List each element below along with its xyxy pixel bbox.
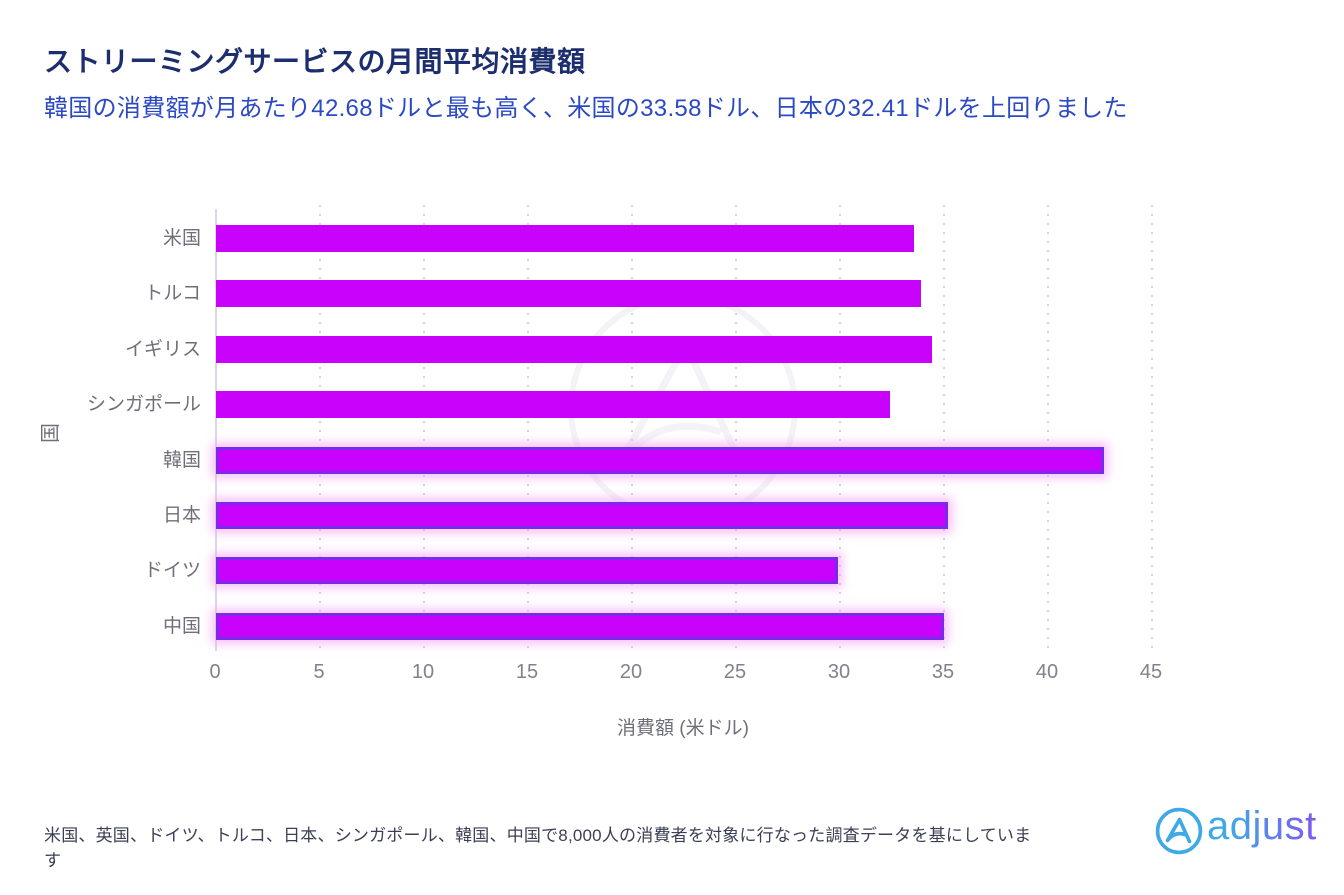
bar-中国 [216,612,944,640]
adjust-brand: adjust [1155,804,1317,859]
bar-米国 [216,225,915,252]
adjust-logo-icon [1155,807,1203,855]
plot-area [215,205,1153,651]
x-tick-45: 45 [1139,661,1163,683]
bar-ドイツ [216,557,838,585]
x-tick-35: 35 [931,661,955,683]
category-label-トルコ: トルコ [144,283,201,305]
category-label-米国: 米国 [162,228,201,249]
gridline-x-25 [735,205,737,651]
gridline-x-45 [1151,205,1153,651]
bar-シンガポール [216,391,890,419]
page-title: ストリーミングサービスの月間平均消費額 [44,46,586,77]
gridline-x-20 [631,205,633,651]
source-note: 米国、英国、ドイツ、トルコ、日本、シンガポール、韓国、中国で8,000人の消費者… [44,826,1032,870]
bar-イギリス [216,335,932,363]
category-label-日本: 日本 [162,505,201,526]
gridline-x-5 [319,205,321,651]
category-label-イギリス: イギリス [124,338,201,360]
page-subtitle: 韓国の消費額が月あたり42.68ドルと最も高く、米国の33.58ドル、日本の32… [44,95,1128,122]
category-label-中国: 中国 [162,615,201,637]
y-axis-title: 国 [40,423,62,443]
bar-日本 [216,502,949,529]
gridline-x-15 [527,205,529,651]
x-tick-10: 10 [411,661,435,683]
gridline-x-30 [839,205,841,651]
x-axis-title: 消費額 (米ドル) [617,718,749,739]
x-tick-15: 15 [515,661,539,683]
gridline-x-35 [943,205,945,651]
bar-トルコ [216,280,922,308]
x-tick-40: 40 [1035,661,1059,683]
x-tick-25: 25 [723,661,747,683]
category-label-シンガポール: シンガポール [86,394,201,416]
x-tick-0: 0 [209,661,221,683]
x-tick-30: 30 [827,661,851,683]
brand-wordmark: adjust [1207,804,1317,848]
y-axis-line [215,209,217,651]
gridline-x-40 [1047,205,1049,651]
x-tick-5: 5 [313,661,325,683]
bar-韓国 [216,446,1104,474]
category-label-韓国: 韓国 [162,449,201,471]
category-label-ドイツ: ドイツ [143,560,201,582]
x-tick-20: 20 [619,661,643,683]
gridline-x-10 [423,205,425,651]
